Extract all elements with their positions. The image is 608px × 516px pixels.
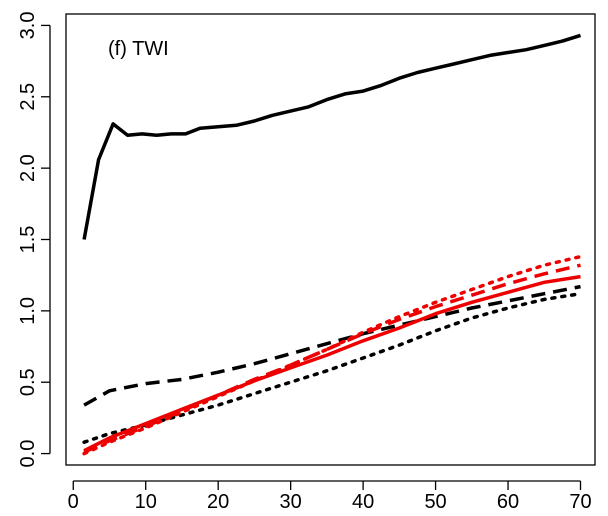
- x-tick-label: 10: [135, 491, 157, 513]
- y-tick-label: 1.5: [17, 226, 39, 254]
- x-tick-label: 30: [280, 491, 302, 513]
- series-line-3-dotted: [82, 291, 583, 444]
- series-line-1-solid: [82, 33, 582, 240]
- x-tick-label: 50: [424, 491, 446, 513]
- x-tick-label: 60: [497, 491, 519, 513]
- y-tick-label: 2.0: [17, 154, 39, 182]
- x-tick-label: 70: [569, 491, 591, 513]
- plot-frame: [65, 13, 596, 466]
- panel-label: (f) TWI: [108, 38, 169, 60]
- series-line-2-dashed: [83, 284, 581, 407]
- series-line-6-dotted: [82, 254, 583, 456]
- x-tick-label: 0: [68, 491, 79, 513]
- x-tick-label: 20: [207, 491, 229, 513]
- axes: 0 10 20 30 40 50 60 70 0.0 0.5 1.0 1.5 2.0 2.5 3.0: [17, 12, 592, 513]
- y-tick-label: 0.0: [17, 440, 39, 468]
- y-tick-label: 2.5: [17, 83, 39, 111]
- y-tick-label: 3.0: [17, 12, 39, 40]
- y-tick-label: 1.0: [17, 297, 39, 325]
- series-layer: [82, 33, 583, 456]
- y-tick-label: 0.5: [17, 368, 39, 396]
- x-tick-label: 40: [352, 491, 374, 513]
- series-line-4-solid: [83, 274, 581, 453]
